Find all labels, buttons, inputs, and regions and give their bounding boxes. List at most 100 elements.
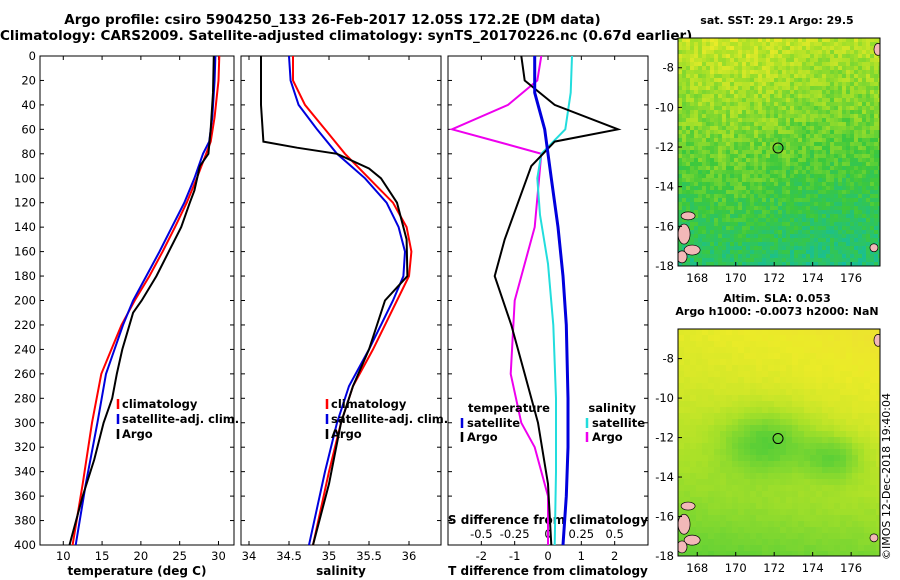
map-cell [846,371,853,378]
map-cell [850,118,855,123]
map-cell [790,146,795,151]
map-cell [862,238,867,243]
map-cell [850,70,855,75]
map-cell [710,118,715,123]
map-cell [804,521,811,528]
map-cell [810,425,817,432]
map-cell [756,509,763,516]
map-cell [698,126,703,131]
map-cell [768,473,775,480]
map-cell [754,50,759,55]
map-cell [710,62,715,67]
map-cell [826,58,831,63]
map-cell [684,509,691,516]
map-cell [718,138,723,143]
map-cell [802,190,807,195]
map-cell [732,473,739,480]
y-tick-label: 320 [14,440,36,454]
map-cell [878,142,880,147]
map-cell [726,407,733,414]
map-cell [758,50,763,55]
map-cell [718,246,723,251]
map-cell [792,377,799,384]
map-cell [696,527,703,534]
map-cell [734,170,739,175]
map-cell [762,437,769,444]
map-cell [702,479,709,486]
map-cell [702,503,709,510]
map-cell [702,509,709,516]
map-cell [690,497,697,504]
map-cell [834,114,839,119]
map-cell [770,78,775,83]
map-cell [780,539,787,546]
map-cell [778,246,783,251]
map-cell [876,425,880,432]
map-cell [790,242,795,247]
map-cell [732,389,739,396]
map-cell [852,377,859,384]
map-cell [854,94,859,99]
map-cell [774,166,779,171]
map-cell [878,38,880,43]
map-cell [834,102,839,107]
map-cell [846,82,851,87]
map-cell [718,206,723,211]
map-cell [762,66,767,71]
map-cell [730,90,735,95]
map-cell [838,66,843,71]
map-cell [762,210,767,215]
map-cell [830,210,835,215]
map-cell [768,365,775,372]
map-cell [810,134,815,139]
map-cell [790,90,795,95]
map-cell [842,70,847,75]
map-cell [782,242,787,247]
map-cell [822,359,829,366]
map-cell [774,86,779,91]
map-cell [706,54,711,59]
map-cell [770,198,775,203]
map-cell [858,210,863,215]
map-cell [750,162,755,167]
map-cell [744,467,751,474]
map-cell [834,246,839,251]
map-cell [714,110,719,115]
map-cell [838,78,843,83]
map-cell [790,106,795,111]
map-cell [682,110,687,115]
map-cell [806,170,811,175]
map-cell [738,242,743,247]
map-cell [826,170,831,175]
map-cell [794,202,799,207]
map-cell [790,42,795,47]
map-cell [756,377,763,384]
map-cell [850,94,855,99]
map-cell [744,359,751,366]
map-cell [714,491,721,498]
map-cell [810,419,817,426]
map-cell [814,234,819,239]
map-cell [732,431,739,438]
map-cell [782,46,787,51]
map-cell [734,226,739,231]
map-cell [690,254,695,259]
map-cell [714,126,719,131]
map-cell [870,146,875,151]
map-cell [754,210,759,215]
map-cell [742,158,747,163]
map-cell [790,62,795,67]
map-cell [866,258,871,263]
map-cell [718,262,723,266]
map-cell [858,258,863,263]
map-cell [810,38,815,43]
map-cell [802,98,807,103]
map-cell [768,329,775,336]
map-cell [726,341,733,348]
map-cell [822,138,827,143]
map-cell [814,134,819,139]
map-cell [678,94,683,99]
map-cell [838,210,843,215]
map-cell [782,38,787,43]
map-cell [762,54,767,59]
